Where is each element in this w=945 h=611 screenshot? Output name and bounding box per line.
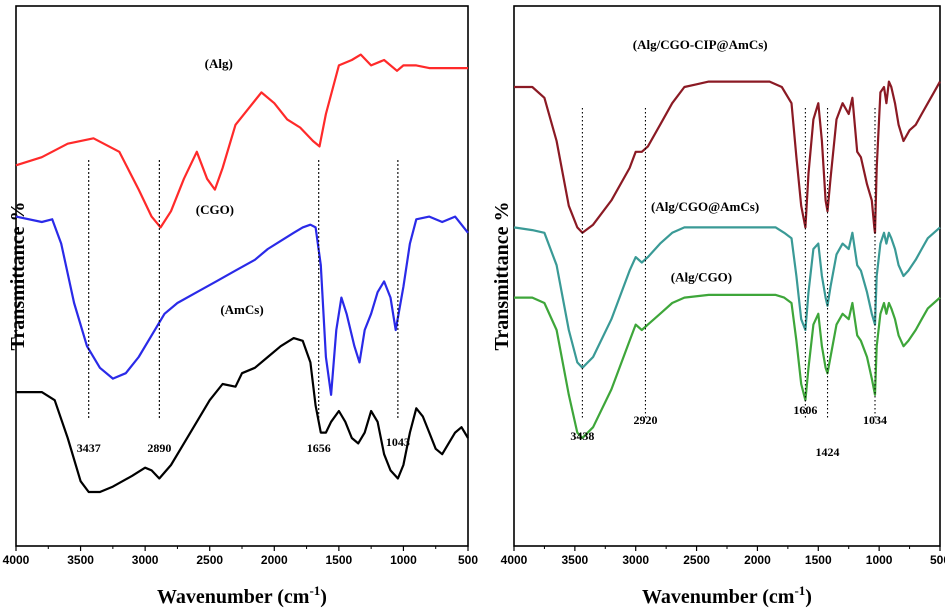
peak-marker-label: 2890 [147, 441, 171, 455]
peak-marker-label: 1606 [793, 403, 817, 417]
peak-marker-label: 3438 [570, 429, 594, 443]
peak-marker-label: 3437 [77, 441, 101, 455]
series-line-cgo [15, 215, 469, 396]
series-line-amcs [16, 337, 469, 494]
series-line-alg-cgo-amcs [513, 226, 941, 369]
series-line-alg-cgo [514, 293, 941, 440]
peak-marker-label: 1424 [816, 445, 840, 459]
x-tick-label: 1000 [866, 553, 893, 567]
series-label: (Alg) [205, 56, 233, 71]
x-tick-label: 500 [458, 553, 478, 567]
x-tick-label: 3000 [132, 553, 159, 567]
series-line-alg-cgo-cip-amcs [514, 80, 941, 234]
peak-marker-label: 1656 [307, 441, 331, 455]
series-label: (AmCs) [220, 302, 263, 317]
x-tick-label: 1000 [390, 553, 417, 567]
series-label: (Alg/CGO) [671, 269, 732, 284]
plot-frame [15, 5, 469, 547]
series-label: (Alg/CGO-CIP@AmCs) [633, 37, 768, 52]
x-tick-label: 1500 [805, 553, 832, 567]
x-axis-title: Wavenumber (cm-1) [157, 583, 327, 608]
y-axis-title: Transmittance % [7, 201, 29, 350]
series-label: (CGO) [196, 202, 234, 217]
series-line-alg [15, 53, 468, 229]
x-tick-label: 3500 [67, 553, 94, 567]
x-tick-label: 3500 [562, 553, 589, 567]
x-tick-label: 3000 [622, 553, 649, 567]
x-tick-label: 500 [930, 553, 945, 567]
peak-marker-label: 2920 [633, 413, 657, 427]
x-tick-label: 4000 [3, 553, 30, 567]
peak-marker-label: 1043 [386, 435, 410, 449]
x-axis-title: Wavenumber (cm-1) [642, 583, 812, 608]
x-tick-label: 2500 [196, 553, 223, 567]
chart-panel-2: 4000 3500 3000 2500 2000 1500 1000 500 Wavenumbe… [491, 5, 945, 608]
x-tick-label: 4000 [501, 553, 528, 567]
peak-marker-label: 1034 [863, 413, 887, 427]
y-axis-title: Transmittance % [491, 201, 513, 350]
chart-panel-1: 4000 3500 3000 2500 2000 1500 1000 500 Wavenumbe… [3, 5, 478, 608]
x-tick-label: 2000 [744, 553, 771, 567]
series-label: (Alg/CGO@AmCs) [651, 199, 759, 214]
x-tick-label: 2500 [683, 553, 710, 567]
x-tick-label: 2000 [261, 553, 288, 567]
x-tick-label: 1500 [326, 553, 353, 567]
